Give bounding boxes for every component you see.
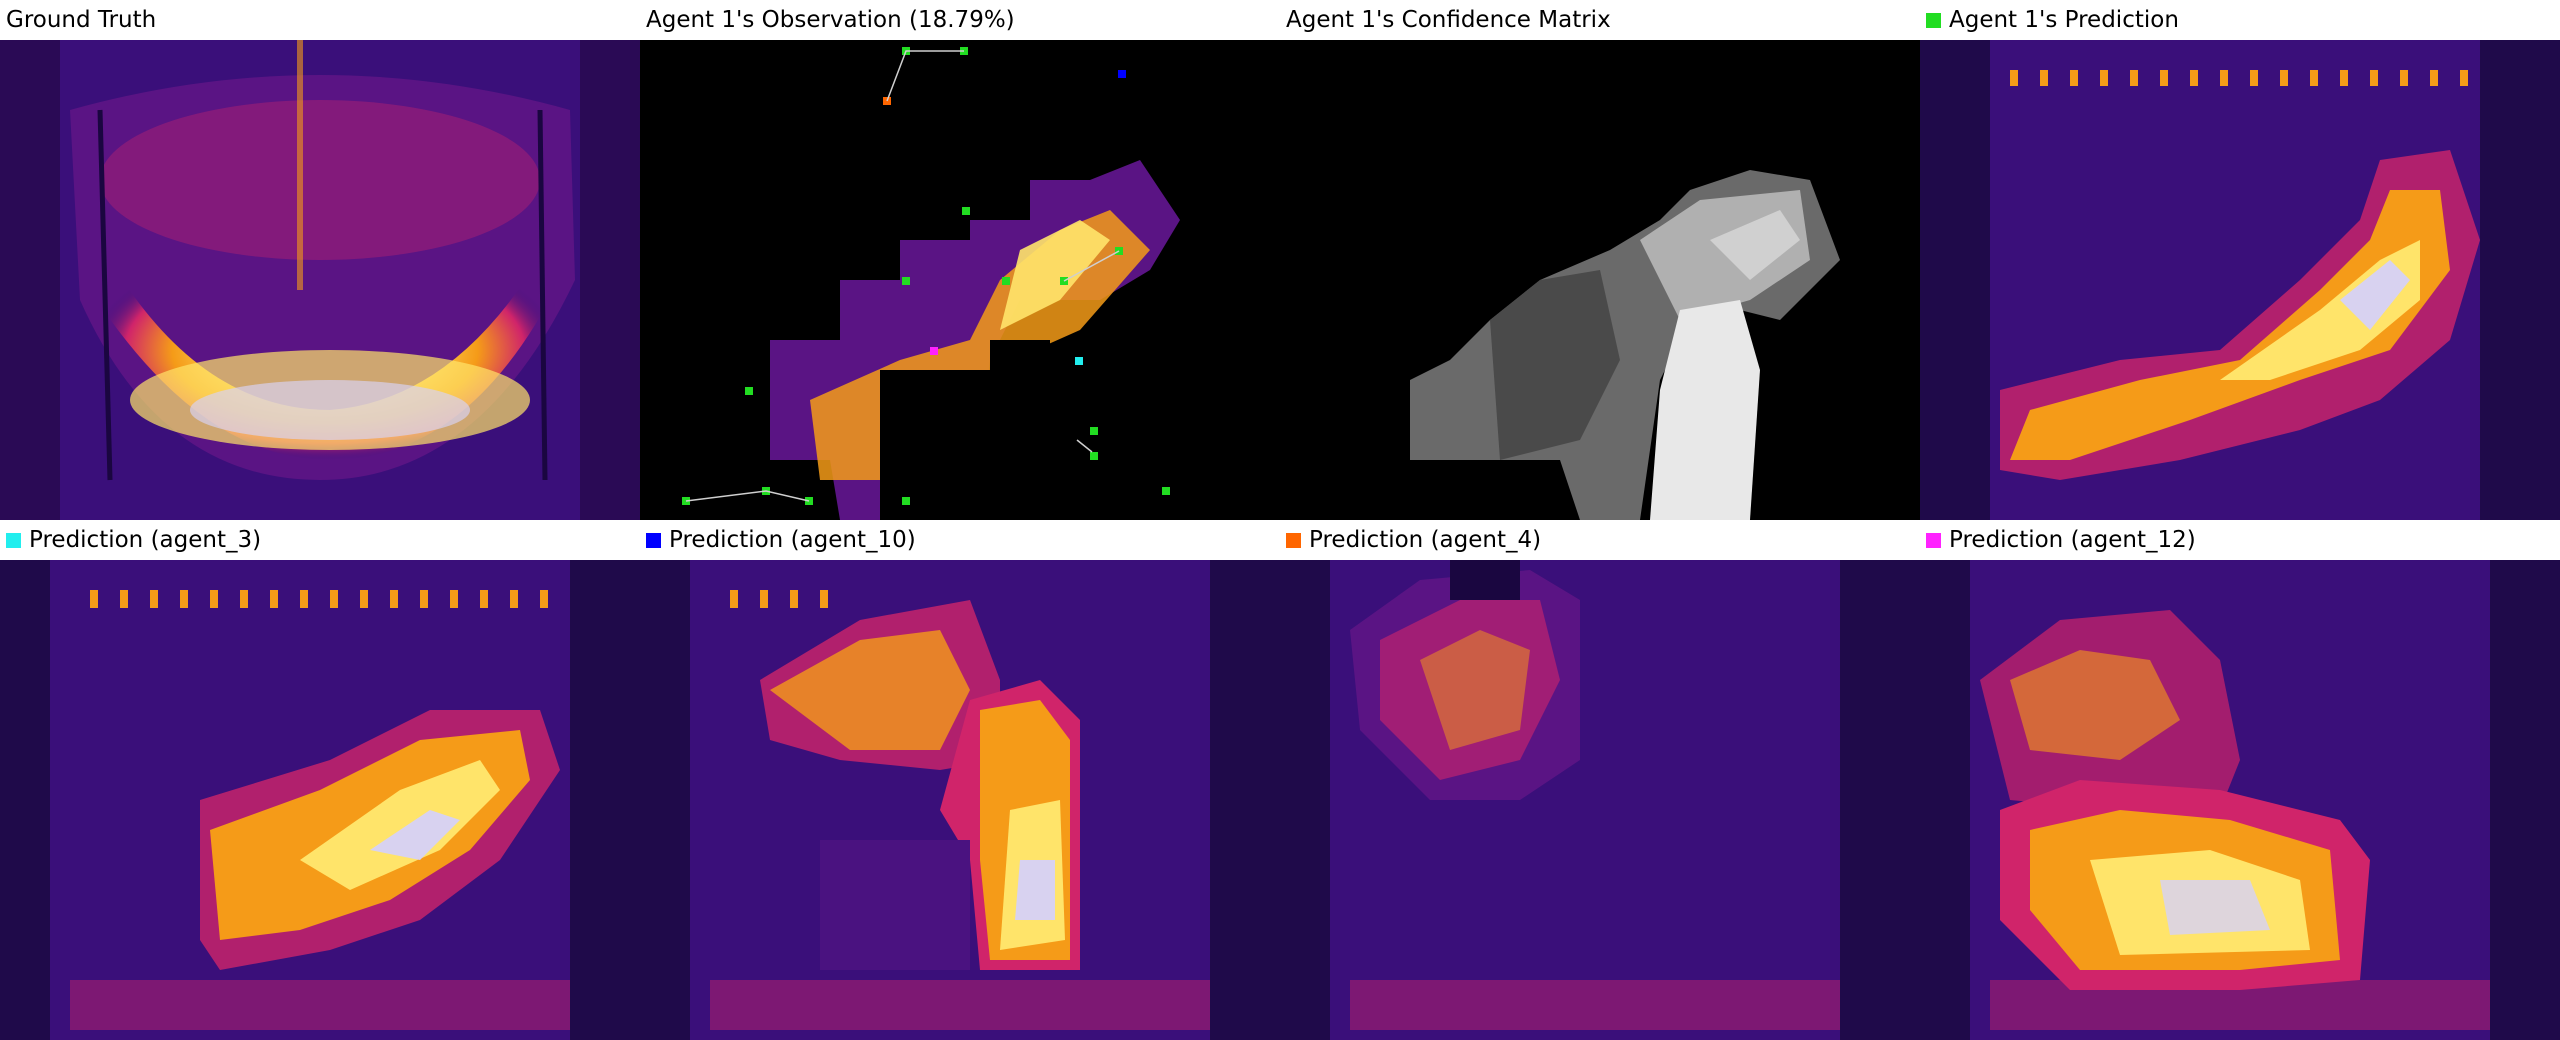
panel-title: Prediction (agent_4)	[1280, 520, 1920, 560]
observation-map	[640, 40, 1280, 520]
ground-truth-heatmap	[0, 40, 640, 520]
panel-title: Prediction (agent_10)	[640, 520, 1280, 560]
agent-blue-marker	[1118, 70, 1126, 78]
prediction-heatmap	[1920, 40, 2560, 520]
prediction-heatmap	[1280, 560, 1920, 1040]
prediction-heatmap	[0, 560, 640, 1040]
top-marks	[2010, 70, 2468, 86]
panel-title-text: Prediction (agent_12)	[1949, 527, 2196, 553]
panel-agent-10-prediction: Prediction (agent_10)	[640, 520, 1280, 1040]
panel-title-text: Prediction (agent_3)	[29, 527, 262, 553]
panel-title: Prediction (agent_3)	[0, 520, 640, 560]
agent-color-swatch	[1926, 532, 1941, 548]
panel-title-text: Prediction (agent_4)	[1309, 527, 1542, 553]
panel-title-text: Ground Truth	[6, 7, 157, 33]
panel-agent-1-prediction: Agent 1's Prediction	[1920, 0, 2560, 520]
panel-agent-3-prediction: Prediction (agent_3)	[0, 520, 640, 1040]
panel-title: Agent 1's Confidence Matrix	[1280, 0, 1920, 40]
panel-title: Agent 1's Prediction	[1920, 0, 2560, 40]
panel-title-text: Agent 1's Observation (18.79%)	[646, 7, 1015, 33]
panel-agent-12-prediction: Prediction (agent_12)	[1920, 520, 2560, 1040]
panel-title: Prediction (agent_12)	[1920, 520, 2560, 560]
panel-title: Agent 1's Observation (18.79%)	[640, 0, 1280, 40]
confidence-matrix	[1280, 40, 1920, 520]
panel-title-text: Prediction (agent_10)	[669, 527, 916, 553]
panel-title-text: Agent 1's Confidence Matrix	[1286, 7, 1611, 33]
agent-color-swatch	[646, 532, 661, 548]
panel-title: Ground Truth	[0, 0, 640, 40]
agent-color-swatch	[1286, 532, 1301, 548]
panel-ground-truth: Ground Truth	[0, 0, 640, 520]
agent-color-swatch	[1926, 12, 1941, 28]
panel-observation: Agent 1's Observation (18.79%)	[640, 0, 1280, 520]
communication-links	[685, 50, 1120, 502]
panel-title-text: Agent 1's Prediction	[1949, 7, 2179, 33]
prediction-heatmap	[1920, 560, 2560, 1040]
agent-cyan-marker	[1075, 357, 1083, 365]
panel-agent-4-prediction: Prediction (agent_4)	[1280, 520, 1920, 1040]
agent-magenta-marker	[930, 347, 938, 355]
prediction-heatmap	[640, 560, 1280, 1040]
panel-confidence: Agent 1's Confidence Matrix	[1280, 0, 1920, 520]
agent-color-swatch	[6, 532, 21, 548]
